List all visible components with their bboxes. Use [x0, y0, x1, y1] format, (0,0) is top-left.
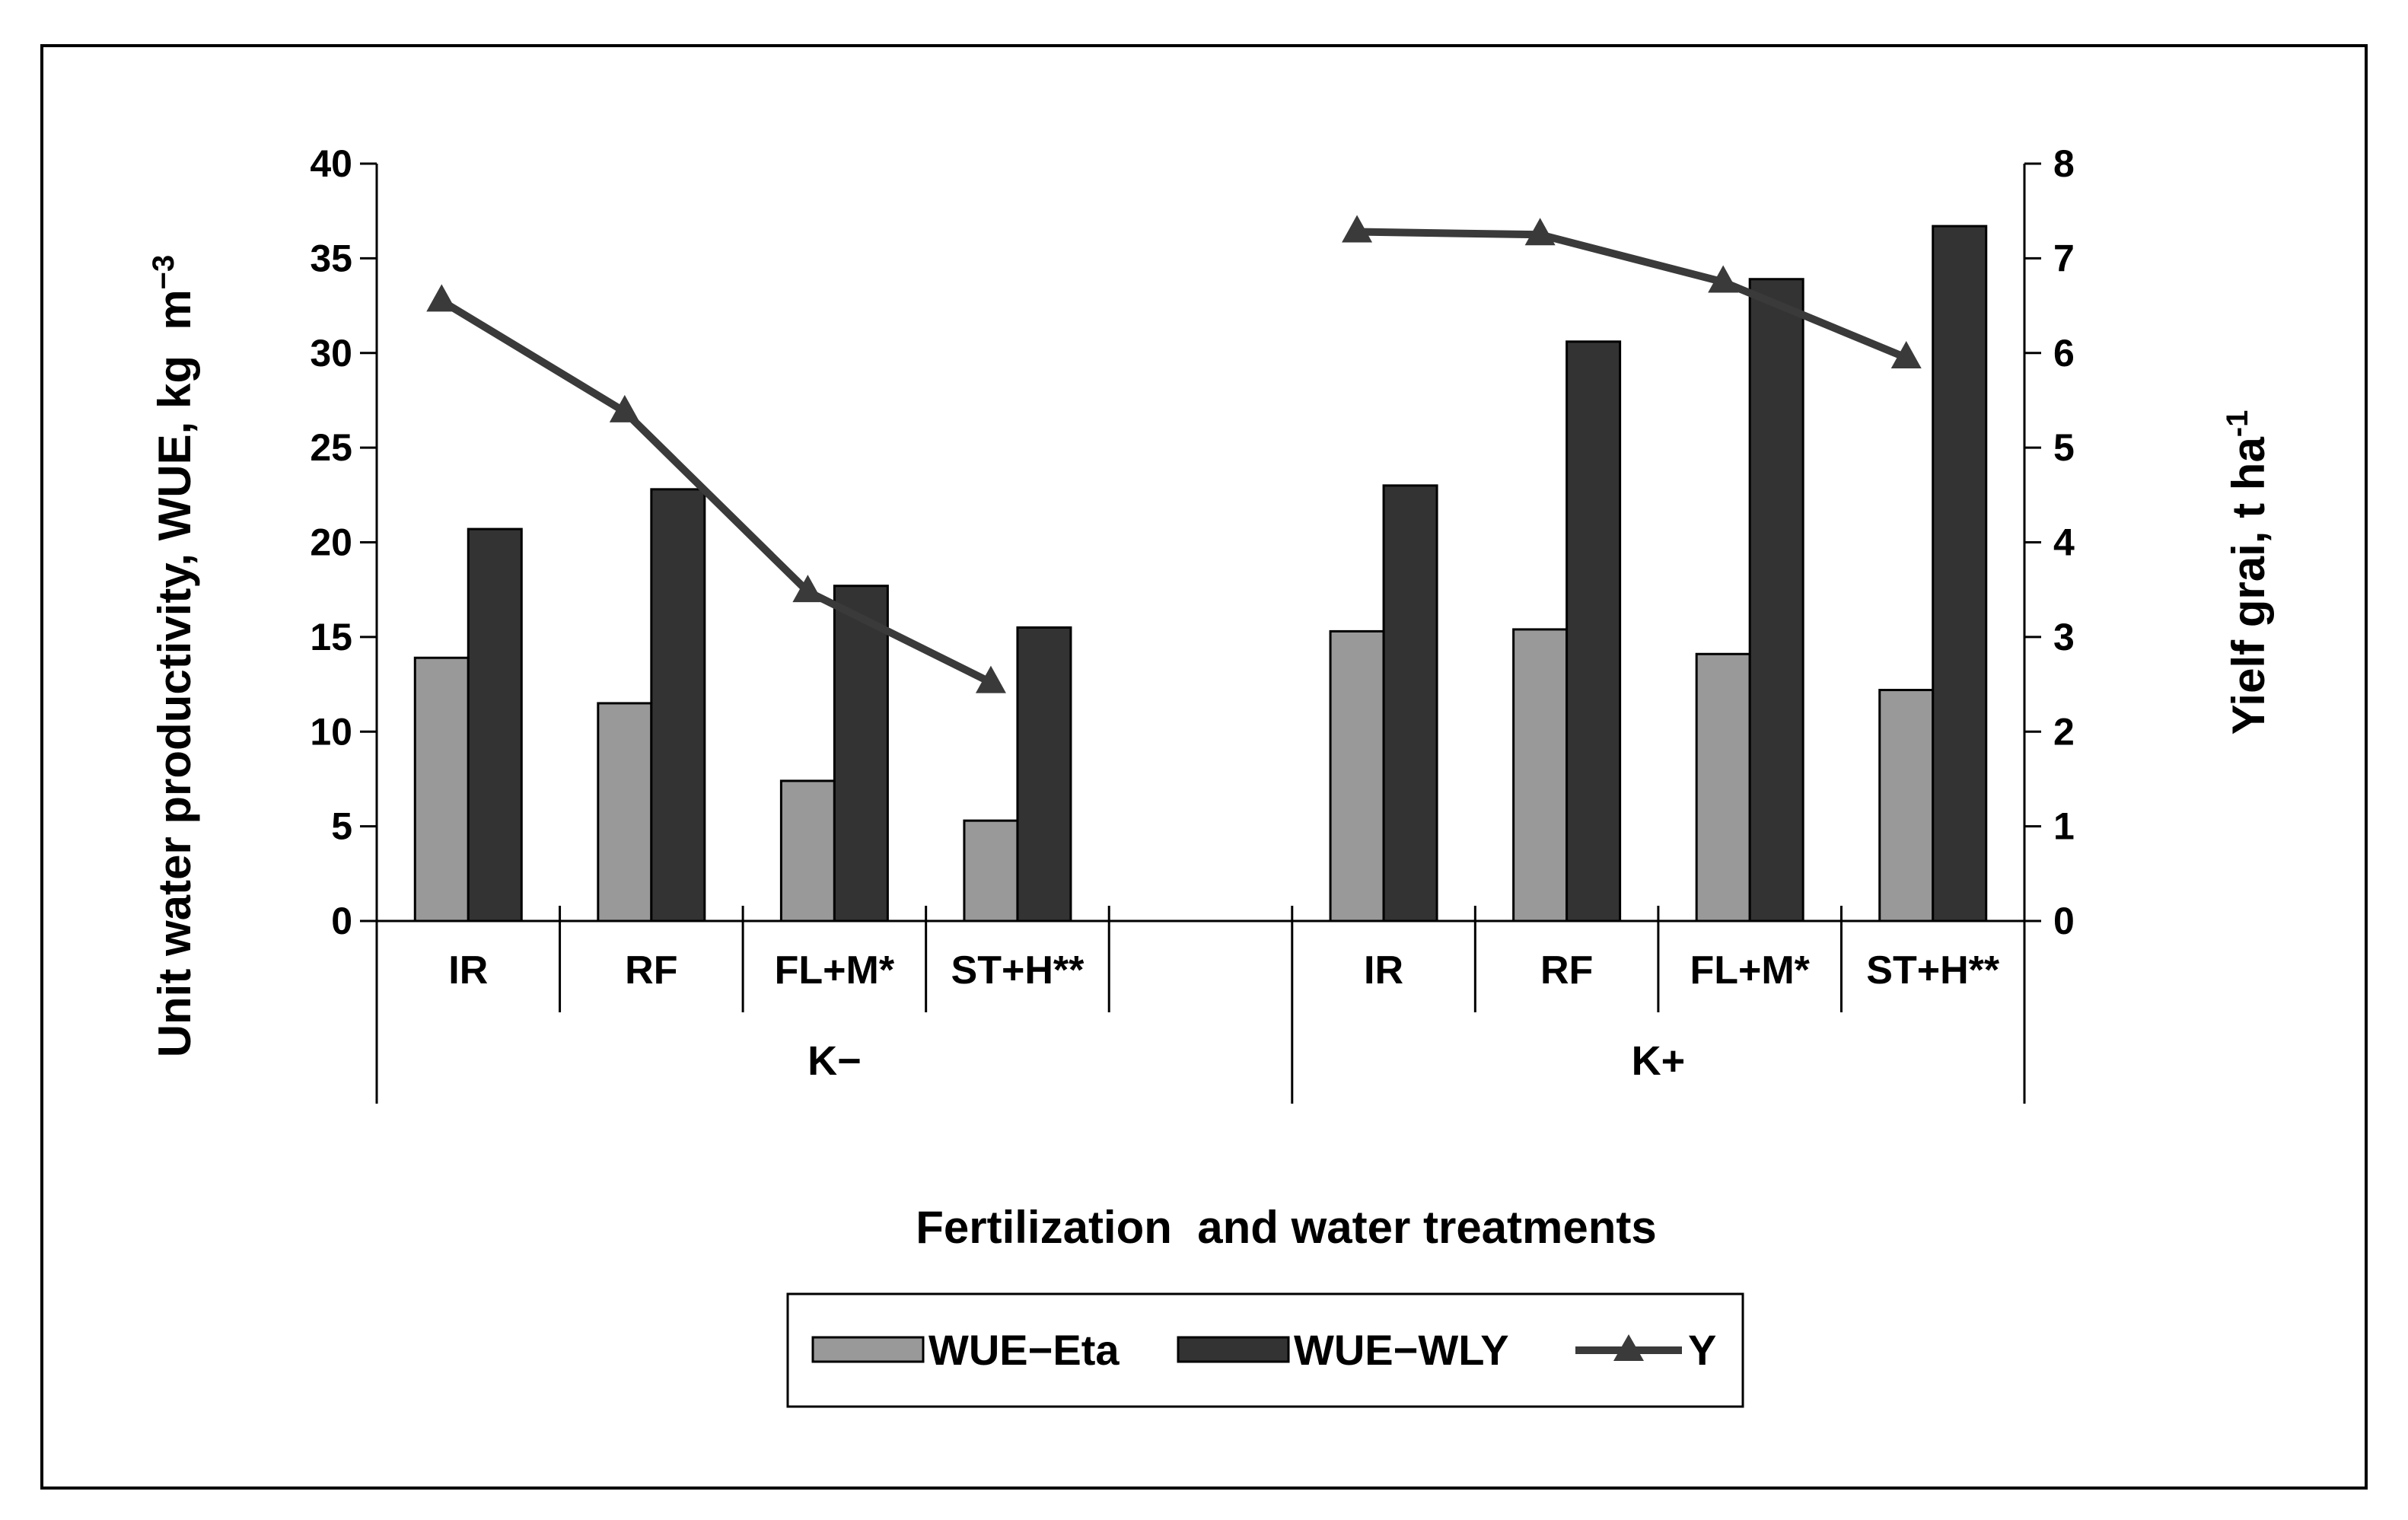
category-label: ST+H**	[951, 948, 1085, 993]
y2-tick-label: 7	[2053, 237, 2075, 279]
y2-tick-label: 6	[2053, 332, 2075, 374]
category-label: IR	[1364, 948, 1403, 993]
category-label: IR	[448, 948, 488, 993]
yield-point	[975, 665, 1006, 693]
legend-swatch-wue-wly	[1177, 1336, 1290, 1363]
category-label: FL+M*	[775, 948, 895, 993]
bar-wue-eta	[1695, 652, 1751, 923]
yield-point	[1708, 265, 1739, 293]
y2-tick-label: 3	[2053, 616, 2075, 658]
y-tick-label: 0	[331, 900, 352, 942]
category-label: RF	[625, 948, 677, 993]
x-axis-title: Fertilization and water treatments	[916, 1202, 1657, 1253]
bar-wue-eta	[597, 702, 653, 923]
y-tick-label: 20	[310, 521, 352, 564]
yield-point	[1524, 218, 1556, 246]
y2-tick-label: 4	[2053, 521, 2075, 564]
yield-point	[1890, 340, 1922, 368]
y-axis-title: Unit water productivity, WUE, kg m−3	[147, 255, 200, 1058]
y2-tick-label: 8	[2053, 142, 2075, 185]
bar-wue-eta	[413, 656, 470, 923]
legend-label-y: Y	[1688, 1326, 1716, 1374]
bar-wue-wly	[1566, 340, 1622, 923]
y2-axis-title-text: Yielf grai, t ha	[2223, 437, 2274, 735]
group-label: K+	[1632, 1038, 1686, 1084]
tick-labels: 0 5 10 15 20 25 30 35 40 0 1 2 3 4 5 6 7 8 IR RF FL+M* ST+H**…	[310, 142, 2075, 1084]
bar-wue-wly	[1748, 278, 1804, 923]
y2-tick-label: 1	[2053, 805, 2075, 848]
legend-swatch-y-marker	[1613, 1334, 1644, 1361]
bar-wue-wly	[467, 527, 523, 923]
bar-wue-eta	[779, 779, 836, 923]
y-tick-label: 40	[310, 142, 352, 185]
bar-wue-eta	[963, 819, 1019, 923]
yield-point	[609, 394, 640, 422]
y2-axis-title-superscript: -1	[2221, 410, 2254, 438]
category-label: RF	[1540, 948, 1593, 993]
y2-tick-label: 5	[2053, 426, 2075, 469]
yield-point	[1342, 215, 1373, 243]
y2-tick-label: 0	[2053, 900, 2075, 942]
category-label: FL+M*	[1690, 948, 1810, 993]
bar-wue-wly	[1016, 626, 1072, 923]
y-tick-label: 5	[331, 805, 352, 848]
group-label: K−	[807, 1038, 862, 1084]
bar-wue-wly	[1382, 484, 1438, 923]
bar-wue-eta	[1512, 628, 1569, 923]
bar-wue-wly	[650, 488, 706, 923]
y-tick-label: 30	[310, 332, 352, 374]
y-tick-label: 35	[310, 237, 352, 279]
yield-point	[792, 575, 823, 603]
bar-wue-wly	[1932, 225, 1988, 923]
category-label: ST+H**	[1866, 948, 2000, 993]
yield-line-segment	[439, 298, 993, 687]
bar-wue-eta	[1878, 689, 1935, 923]
legend: WUE−Eta WUE−WLY Y	[786, 1292, 1744, 1408]
legend-label-wue-eta: WUE−Eta	[928, 1326, 1120, 1374]
figure-frame	[40, 44, 2368, 1490]
legend-swatch-wue-eta	[811, 1336, 925, 1363]
bar-wue-eta	[1329, 629, 1385, 923]
bars	[413, 225, 1988, 923]
y-tick-label: 10	[310, 710, 352, 753]
y-tick-label: 15	[310, 616, 352, 658]
y-axis-title-superscript: −3	[147, 255, 180, 290]
yield-line-segment	[1356, 228, 1908, 362]
y2-axis-title: Yielf grai, t ha-1	[2221, 410, 2274, 735]
yield-point	[426, 284, 457, 312]
y-axis-title-text: Unit water productivity, WUE, kg m	[149, 289, 200, 1057]
y-tick-label: 25	[310, 426, 352, 469]
y2-tick-label: 2	[2053, 710, 2075, 753]
bar-wue-wly	[833, 585, 889, 923]
legend-label-wue-wly: WUE−WLY	[1294, 1326, 1509, 1374]
yield-line	[426, 215, 1922, 693]
